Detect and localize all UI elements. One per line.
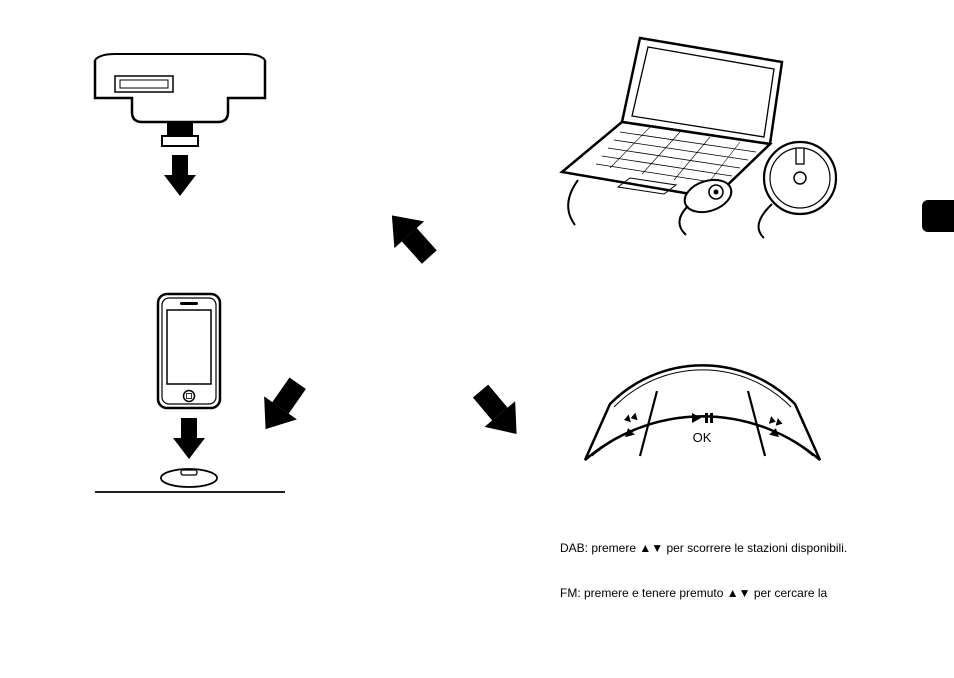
illustration-area: OK: [0, 0, 954, 520]
instructions-text: DAB: premere ▲▼ per scorrere le stazioni…: [560, 540, 920, 630]
ipod-dock-panel: [95, 294, 285, 492]
control-buttons-panel: OK: [585, 365, 820, 460]
side-tab: [922, 200, 954, 232]
laptop-devices-panel: [562, 38, 836, 238]
center-arrows: [249, 202, 532, 447]
dock-adapter-panel: [95, 54, 265, 196]
diagram-svg: OK: [0, 0, 954, 520]
ok-label: OK: [693, 430, 712, 445]
fm-instruction: FM: premere e tenere premuto ▲▼ per cerc…: [560, 585, 920, 602]
dab-instruction: DAB: premere ▲▼ per scorrere le stazioni…: [560, 540, 920, 557]
